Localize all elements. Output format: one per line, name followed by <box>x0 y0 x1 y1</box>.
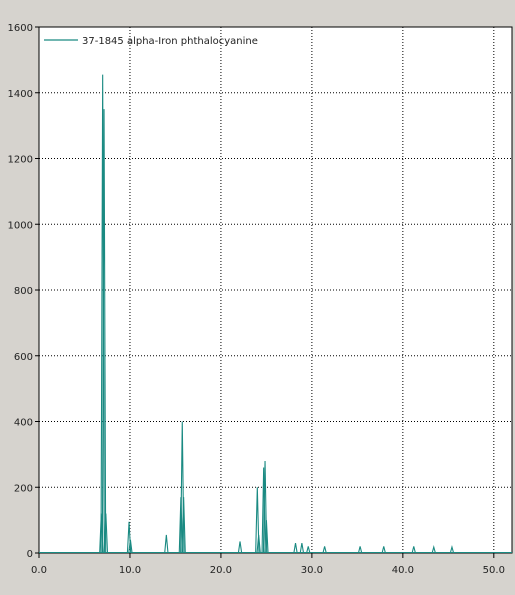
y-axis: 0 200 400 600 800 1000 1200 1400 1600 <box>8 23 39 560</box>
diffraction-peak <box>299 543 305 554</box>
y-tick-label: 1000 <box>8 220 33 231</box>
x-tick-label: 20.0 <box>210 565 232 576</box>
grid <box>39 27 512 553</box>
x-tick-label: 50.0 <box>483 565 505 576</box>
x-tick-label: 30.0 <box>301 565 323 576</box>
diffraction-peak <box>264 520 269 554</box>
diffraction-peak <box>181 497 186 554</box>
diffraction-peak <box>411 546 416 554</box>
legend-label: 37-1845 alpha-Iron phthalocyanine <box>82 36 258 47</box>
diffraction-peak <box>306 546 311 554</box>
x-tick-label: 10.0 <box>119 565 141 576</box>
diffraction-peak <box>101 109 107 554</box>
diffraction-peak <box>128 539 133 554</box>
y-tick-label: 1400 <box>8 89 33 100</box>
legend: 37-1845 alpha-Iron phthalocyanine <box>44 36 258 47</box>
diffraction-peak <box>322 546 327 554</box>
diffraction-peak <box>103 513 109 554</box>
diffraction-peak <box>255 487 260 554</box>
diffraction-peak <box>256 534 261 554</box>
y-tick-label: 600 <box>14 352 33 363</box>
y-tick-label: 1600 <box>8 23 33 34</box>
x-axis: 0.0 10.0 20.0 30.0 40.0 50.0 <box>31 553 505 576</box>
diffraction-peak <box>449 545 455 554</box>
diffraction-peak <box>164 534 169 554</box>
diffraction-peak <box>293 543 298 554</box>
diffraction-peak <box>381 546 386 554</box>
x-tick-label: 40.0 <box>392 565 414 576</box>
y-tick-label: 200 <box>14 483 33 494</box>
y-tick-label: 400 <box>14 418 33 429</box>
y-tick-label: 1200 <box>8 155 33 166</box>
diffraction-peak <box>357 546 363 554</box>
diffraction-peak <box>237 541 243 554</box>
y-tick-label: 0 <box>27 549 33 560</box>
diffraction-peak <box>261 467 266 554</box>
diffraction-peak <box>431 545 436 554</box>
diffraction-peak <box>100 74 105 554</box>
y-tick-label: 800 <box>14 286 33 297</box>
x-tick-label: 0.0 <box>31 565 47 576</box>
peak-series <box>39 74 512 554</box>
